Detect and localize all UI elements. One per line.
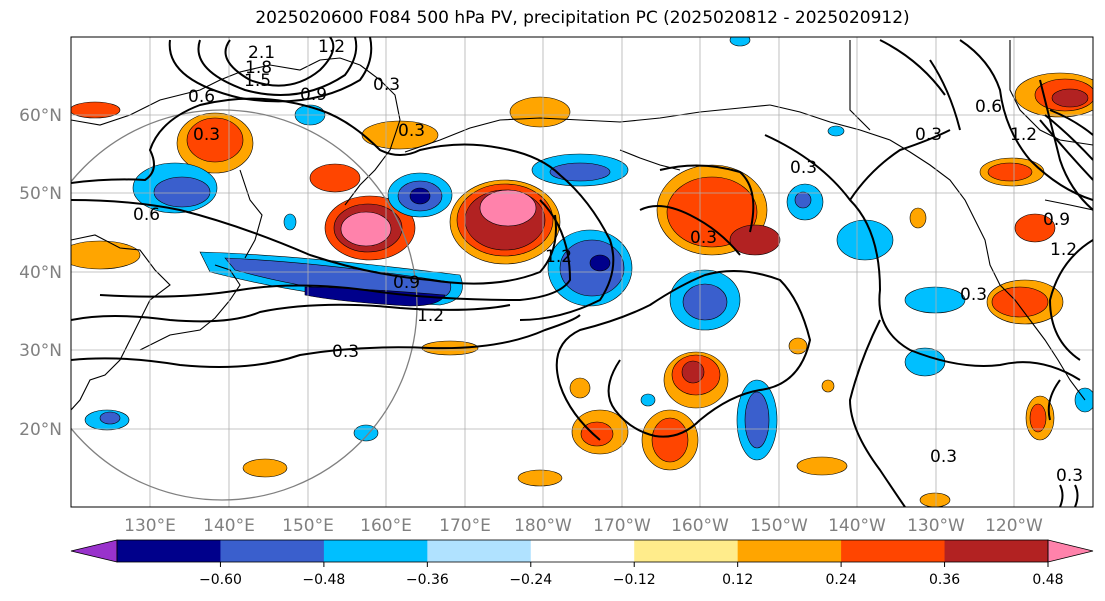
gridlines [71, 37, 1093, 507]
lon-label: 130°E [124, 516, 176, 536]
contour-label: 1.2 [417, 306, 444, 326]
contour-label: 0.3 [915, 125, 942, 145]
coastlines [71, 40, 1093, 411]
contour-label: 0.3 [373, 75, 400, 95]
contour-label: 0.9 [1043, 210, 1070, 230]
colorbar-segment [427, 540, 532, 562]
contour-label: 1.2 [1010, 125, 1037, 145]
colorbar-tick-label: −0.36 [406, 572, 449, 588]
latitude-labels: 60°N 50°N 40°N 30°N 20°N [19, 106, 62, 440]
contour-label: 0.6 [188, 87, 215, 107]
contour-label: 1.2 [1050, 240, 1077, 260]
colorbar-tick-label: 0.36 [929, 572, 960, 588]
colorbar-extend-max [1047, 539, 1094, 563]
colorbar-extend-min [70, 539, 118, 563]
lon-label: 160°W [671, 516, 729, 536]
reference-circle [71, 109, 418, 501]
contour-label: 1.2 [318, 37, 345, 57]
contour-label: 0.6 [133, 205, 160, 225]
contour-label: 0.3 [332, 342, 359, 362]
map-frame [70, 36, 1094, 508]
contour-label: 0.6 [975, 97, 1002, 117]
lon-label: 140°E [203, 516, 255, 536]
colorbar-segment [530, 540, 635, 562]
colorbar-tick-label: 0.24 [826, 572, 857, 588]
contour-label: 1.2 [545, 247, 572, 267]
colorbar-segment [117, 540, 221, 562]
contour-label: 0.3 [930, 447, 957, 467]
contour-label: 0.3 [960, 285, 987, 305]
lon-label: 120°W [985, 516, 1043, 536]
lon-label: 140°W [828, 516, 886, 536]
colorbar-tick-label: −0.24 [509, 572, 552, 588]
contour-label: 0.3 [398, 121, 425, 141]
lon-label: 170°E [439, 516, 491, 536]
colorbar-segment [634, 540, 739, 562]
colorbar-segment [737, 540, 842, 562]
contour-label: 0.3 [1056, 466, 1083, 486]
colorbar-segment [944, 540, 1049, 562]
longitude-labels: 130°E 140°E 150°E 160°E 170°E 180°W 170°… [124, 516, 1043, 536]
lon-label: 130°W [907, 516, 965, 536]
colorbar-tick-label: −0.48 [302, 572, 345, 588]
pv-contours [71, 37, 1093, 507]
lat-label: 60°N [19, 106, 62, 126]
colorbar-segment [220, 540, 325, 562]
colorbar-frame [116, 539, 1049, 563]
contour-label: 0.3 [790, 158, 817, 178]
colorbar-tick-label: −0.60 [199, 572, 242, 588]
contour-label: 2.1 [248, 43, 275, 63]
map-title: 2025020600 F084 500 hPa PV, precipitatio… [255, 8, 910, 28]
lon-label: 150°E [282, 516, 334, 536]
contour-label: 0.9 [300, 85, 327, 105]
colorbar-tick-label: 0.48 [1032, 572, 1063, 588]
lat-label: 30°N [19, 341, 62, 361]
lat-label: 40°N [19, 263, 62, 283]
colorbar-segment [323, 540, 428, 562]
lat-label: 50°N [19, 184, 62, 204]
colorbar-tick-label: 0.12 [722, 572, 753, 588]
colorbar-segment [841, 540, 946, 562]
lon-label: 160°E [360, 516, 412, 536]
lon-label: 150°W [750, 516, 808, 536]
contour-label: 0.9 [393, 273, 420, 293]
contour-label: 1.5 [244, 71, 271, 91]
contour-labels: 2.1 1.8 1.5 1.2 0.9 0.3 0.6 0.3 0.6 0.3 … [133, 37, 1083, 486]
contour-label: 0.3 [690, 228, 717, 248]
lat-label: 20°N [19, 420, 62, 440]
lon-label: 170°W [593, 516, 651, 536]
colorbar-tick-label: −0.12 [613, 572, 656, 588]
contour-label: 0.3 [193, 125, 220, 145]
lon-label: 180°W [514, 516, 572, 536]
contour-label: 1.8 [245, 58, 272, 78]
